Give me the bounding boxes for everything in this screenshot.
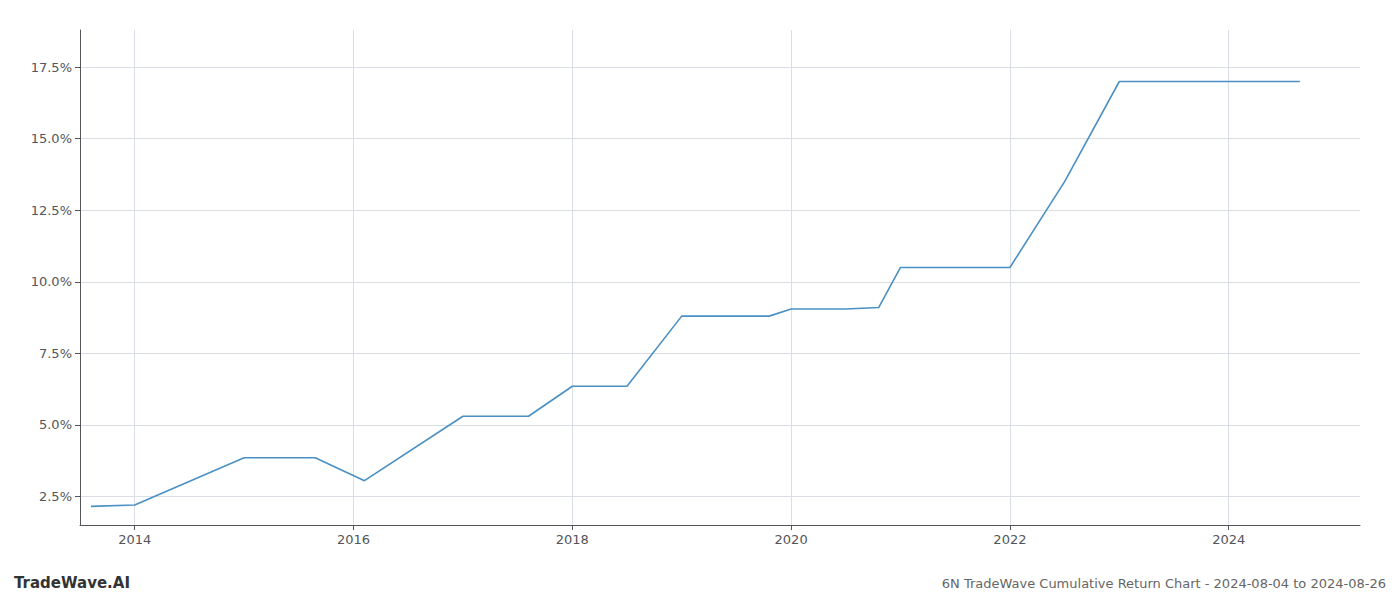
svg-text:2.5%: 2.5% (39, 489, 72, 504)
svg-text:2016: 2016 (337, 532, 370, 547)
svg-text:TradeWave.AI: TradeWave.AI (14, 574, 130, 592)
svg-text:6N TradeWave Cumulative Return: 6N TradeWave Cumulative Return Chart - 2… (942, 576, 1386, 591)
svg-text:5.0%: 5.0% (39, 417, 72, 432)
svg-text:2018: 2018 (556, 532, 589, 547)
svg-text:17.5%: 17.5% (31, 60, 72, 75)
svg-text:7.5%: 7.5% (39, 346, 72, 361)
svg-text:2014: 2014 (118, 532, 151, 547)
svg-text:2022: 2022 (993, 532, 1026, 547)
svg-text:15.0%: 15.0% (31, 131, 72, 146)
svg-text:2020: 2020 (775, 532, 808, 547)
svg-text:10.0%: 10.0% (31, 274, 72, 289)
svg-text:12.5%: 12.5% (31, 203, 72, 218)
svg-text:2024: 2024 (1212, 532, 1245, 547)
